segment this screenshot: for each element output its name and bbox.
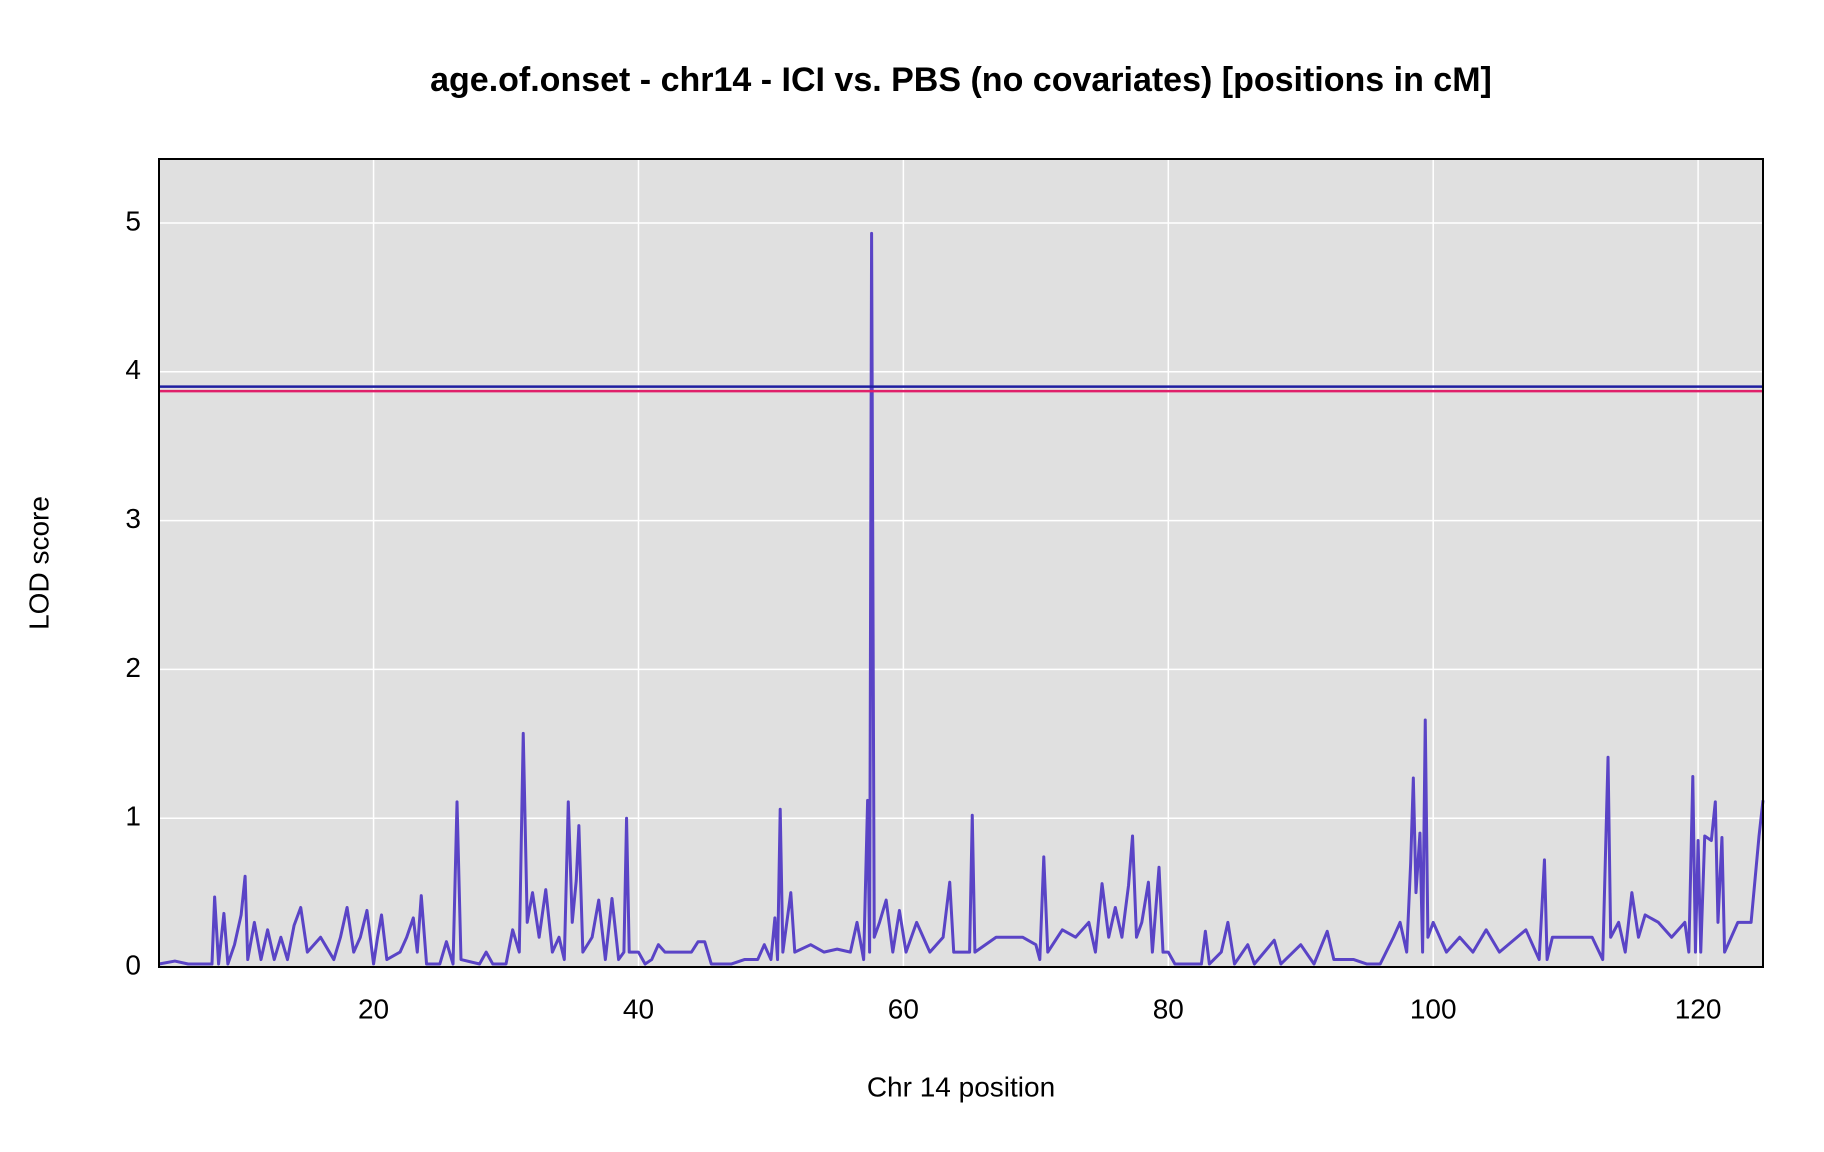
plot-border [158,158,1764,968]
x-tick-label: 40 [623,993,654,1024]
y-tick-label: 5 [125,205,141,236]
y-tick-label: 3 [125,503,141,534]
x-tick-label: 60 [888,993,919,1024]
y-axis-label: LOD score [23,496,54,630]
y-tick-label: 4 [125,354,141,385]
x-tick-label: 80 [1153,993,1184,1024]
x-tick-label: 120 [1675,993,1722,1024]
plot-background [159,159,1763,967]
lod-line [158,231,1765,966]
x-tick-label: 100 [1410,993,1457,1024]
x-tick-label: 20 [358,993,389,1024]
y-tick-label: 2 [125,652,141,683]
x-axis-label: Chr 14 position [867,1071,1055,1102]
chart-title: age.of.onset - chr14 - ICI vs. PBS (no c… [430,61,1492,99]
y-tick-label: 0 [125,949,141,980]
y-tick-label: 1 [125,801,141,832]
